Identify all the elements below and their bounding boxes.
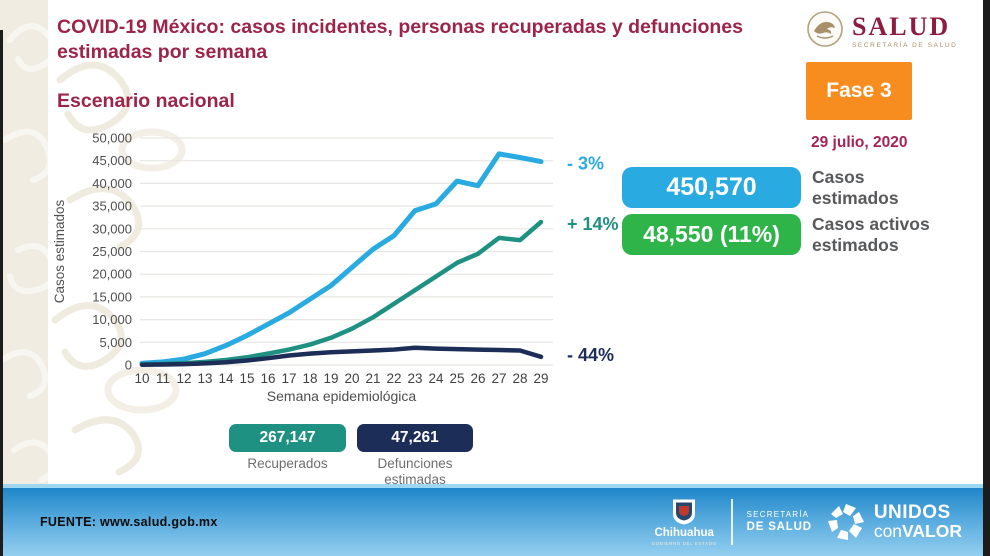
y-tick-label: 45,000 [92,153,132,168]
secretaria-salud-text: SECRETARÍA DE SALUD [747,510,812,534]
salud-eagle-seal-icon [807,11,843,47]
report-date: 29 julio, 2020 [811,134,908,151]
x-tick-label: 23 [407,371,422,386]
y-axis-title: Casos estimados [52,199,67,303]
x-tick-label: 12 [176,371,191,386]
unidos-con: con [873,520,903,541]
salud-logo: SALUD SECRETARÍA DE SALUD [806,10,966,49]
secretaria-line1: SECRETARÍA [746,509,810,519]
footer-bar: FUENTE: www.salud.gob.mx Chihuahua GOBIE… [0,488,990,556]
salud-wordmark: SALUD [852,12,951,41]
series-line-2 [139,345,544,368]
active-cases-badge: 48,550 (11%) [622,214,801,255]
right-border-bar [983,0,990,556]
x-tick-label: 22 [386,371,401,386]
unidos-line1: UNIDOS [873,502,951,524]
y-tick-label: 5,000 [99,335,132,350]
x-tick-label: 19 [323,371,338,386]
x-tick-label: 25 [449,371,464,386]
x-tick-label: 15 [239,371,254,386]
estimated-cases-badge: 450,570 [622,167,801,208]
x-tick-label: 16 [260,371,275,386]
y-tick-label: 35,000 [92,199,132,214]
phase-badge: Fase 3 [806,62,912,120]
recovered-badge: 267,147 [229,424,346,452]
x-tick-label: 10 [134,371,149,386]
x-tick-label: 28 [512,371,527,386]
series-line-0 [139,151,544,366]
chihuahua-subtext: GOBIERNO DEL ESTADO [651,540,717,546]
chihuahua-shield-icon [673,499,696,525]
ornament-watermark [0,0,186,556]
x-tick-label: 21 [365,371,380,386]
x-tick-label: 11 [156,371,170,386]
deaths-label: Defunciones estimadas [377,456,453,487]
series-end-label-1: + 14% [567,214,619,234]
x-axis-title: Semana epidemiológica [267,388,417,404]
chihuahua-logo: Chihuahua GOBIERNO DEL ESTADO [652,498,717,546]
y-tick-label: 15,000 [92,289,132,304]
page-title: COVID-19 México: casos incidentes, perso… [57,16,743,64]
y-tick-label: 20,000 [92,267,132,282]
y-tick-label: 10,000 [92,312,132,327]
series-end-label-2: - 44% [567,345,614,365]
x-tick-label: 24 [428,371,444,386]
footer-accent-line [0,484,990,488]
series-end-label-0: - 3% [567,154,604,174]
deaths-badge: 47,261 [357,424,473,452]
x-tick-label: 14 [218,371,234,386]
x-tick-label: 13 [197,371,212,386]
x-tick-label: 18 [302,371,317,386]
secretaria-line2: DE SALUD [746,520,812,533]
series-line-1 [139,219,544,367]
left-border-bar [0,30,3,556]
source-text: FUENTE: www.salud.gob.mx [40,515,218,529]
pinwheel-icon [827,504,864,540]
line-chart: 0 5,000 10,000 15,000 20,000 25,000 30,000 35,0… [52,131,619,405]
unidos-line2: conVALOR [873,520,962,541]
x-tick-label: 29 [533,371,548,386]
x-tick-label: 17 [281,371,296,386]
page-subtitle: Escenario nacional [57,90,235,112]
y-tick-label: 0 [125,358,132,373]
y-tick-label: 25,000 [92,244,132,259]
estimated-cases-label: Casos estimados [812,167,899,208]
footer-divider [730,499,733,545]
y-tick-label: 30,000 [92,221,132,236]
unidos-valor: VALOR [902,520,962,541]
salud-subtitle: SECRETARÍA DE SALUD [852,42,958,49]
unidos-con-valor-logo: UNIDOS conVALOR [826,502,962,542]
y-tick-label: 40,000 [92,176,132,191]
x-tick-label: 26 [470,371,485,386]
x-tick-label: 20 [344,371,359,386]
active-cases-label: Casos activos estimados [812,214,930,255]
y-tick-label: 50,000 [92,131,132,146]
x-tick-label: 27 [491,371,506,386]
chihuahua-name: Chihuahua [654,527,714,540]
recovered-label: Recuperados [247,456,328,471]
